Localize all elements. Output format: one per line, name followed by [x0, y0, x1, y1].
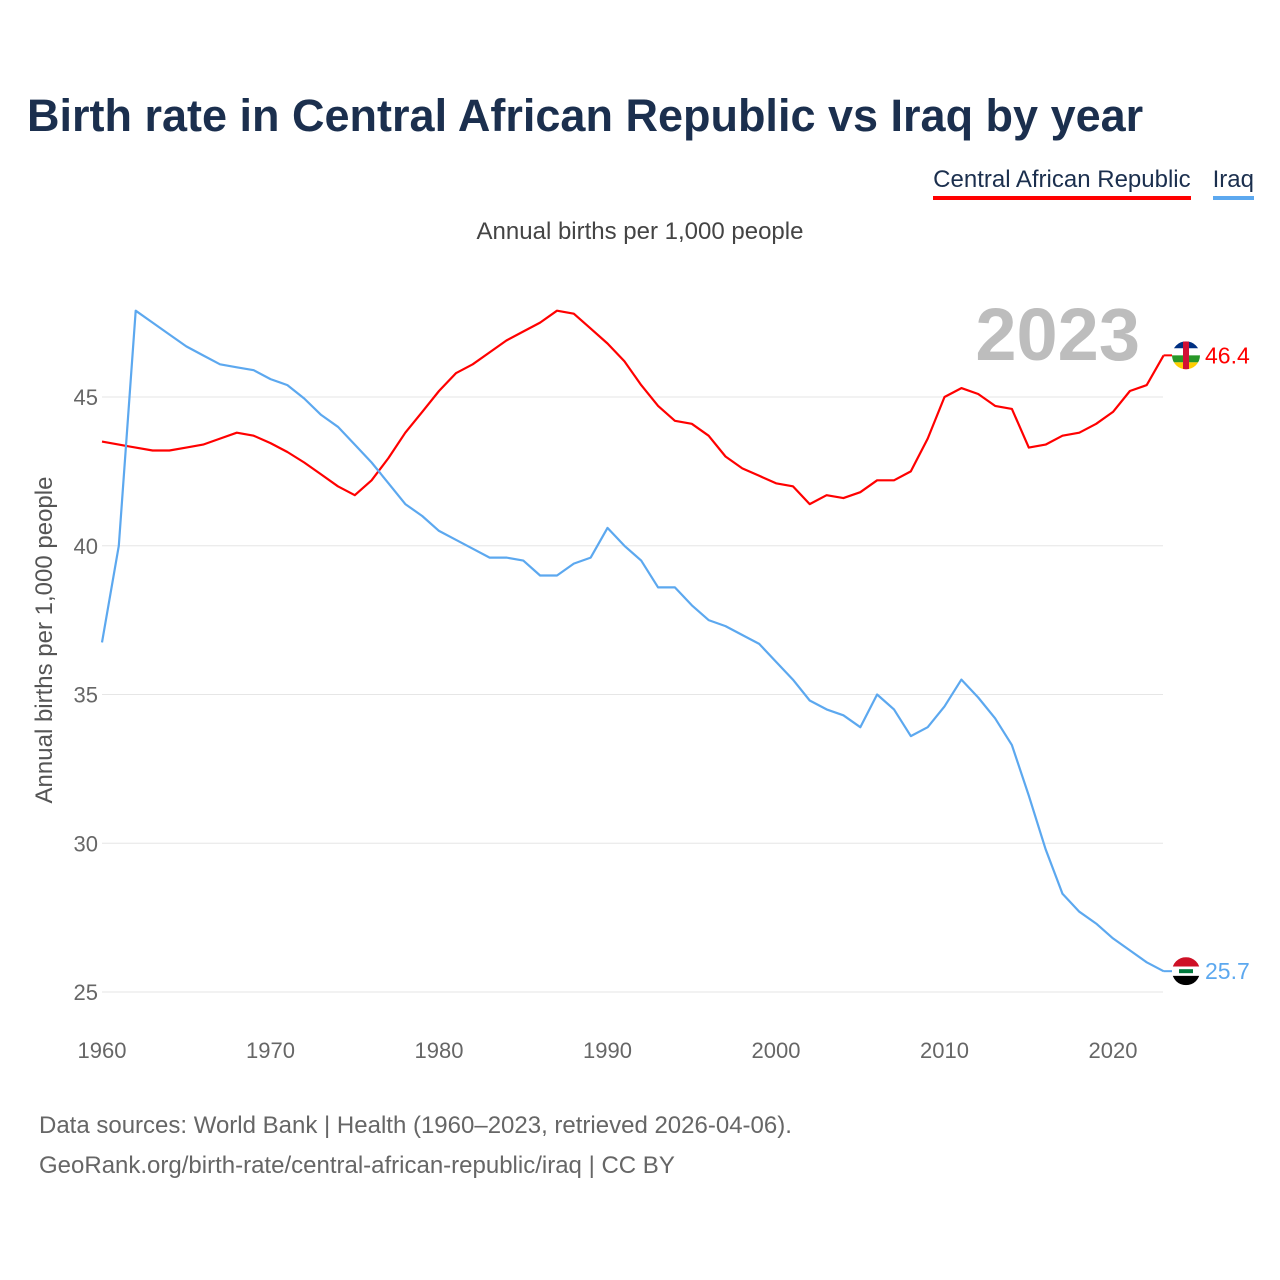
x-tick-label: 1970 — [246, 1038, 295, 1063]
series-line-central-african-republic — [101, 309, 1165, 506]
year-label: 2023 — [975, 293, 1140, 376]
chart-subtitle: Annual births per 1,000 people — [476, 218, 804, 245]
source-url-text: GeoRank.org/birth-rate/central-african-r… — [39, 1152, 675, 1179]
data-source-text: Data sources: World Bank | Health (1960–… — [39, 1112, 792, 1139]
iraq-flag-icon — [1172, 957, 1200, 986]
legend-item-central-african-republic[interactable]: Central African Republic — [933, 166, 1191, 200]
y-tick-label: 30 — [74, 831, 98, 856]
x-tick-label: 1980 — [415, 1038, 464, 1063]
end-value-label: 25.7 — [1205, 958, 1250, 984]
y-tick-label: 25 — [74, 980, 98, 1005]
y-tick-label: 35 — [74, 683, 98, 708]
end-value-label: 46.4 — [1205, 342, 1250, 368]
chart-title: Birth rate in Central African Republic v… — [27, 90, 1144, 141]
footer: Data sources: World Bank | Health (1960–… — [39, 1106, 792, 1186]
y-tick-label: 40 — [74, 534, 98, 559]
x-tick-label: 2020 — [1089, 1038, 1138, 1063]
central-african-republic-flag-icon — [1172, 341, 1200, 370]
y-tick-label: 45 — [74, 385, 98, 410]
x-tick-label: 1960 — [78, 1038, 127, 1063]
y-axis-title: Annual births per 1,000 people — [31, 477, 58, 804]
legend: Central African Republic Iraq — [933, 166, 1254, 200]
series-line-iraq — [100, 309, 1165, 973]
x-tick-label: 2010 — [920, 1038, 969, 1063]
x-tick-label: 2000 — [752, 1038, 801, 1063]
x-tick-label: 1990 — [583, 1038, 632, 1063]
legend-item-iraq[interactable]: Iraq — [1212, 166, 1254, 200]
